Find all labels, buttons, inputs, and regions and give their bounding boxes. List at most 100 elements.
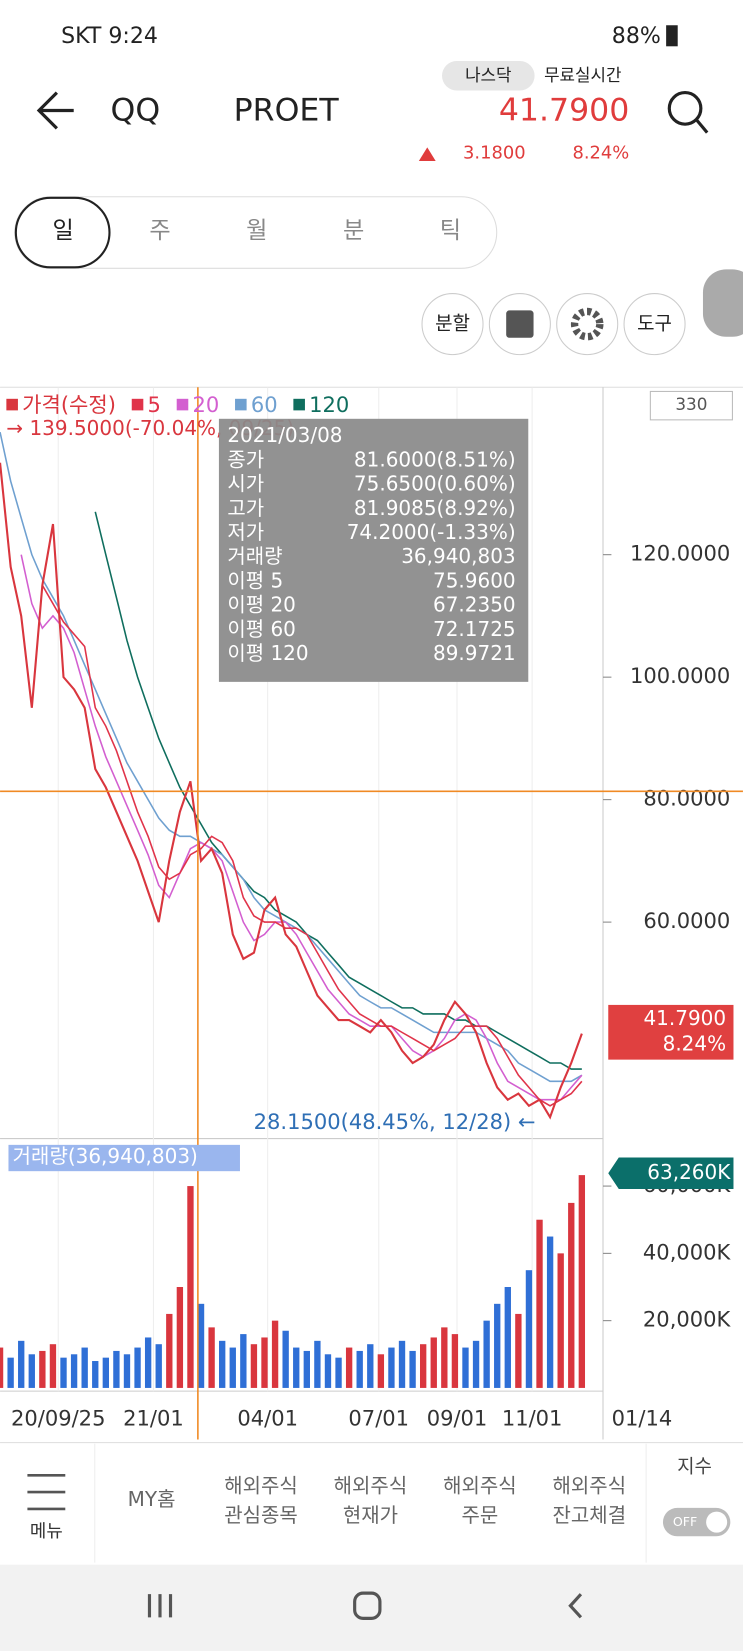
- price-tag: [608, 1004, 734, 1060]
- tab-selected[interactable]: [14, 196, 111, 269]
- ma-line: [94, 511, 582, 1070]
- back-button[interactable]: [36, 91, 74, 130]
- volume-bar: [155, 1344, 162, 1388]
- settings-icon: [570, 307, 604, 341]
- legend-swatch: [131, 398, 144, 411]
- volume-bar: [39, 1350, 46, 1388]
- volume-bar: [409, 1350, 416, 1388]
- volume-bar: [462, 1347, 469, 1388]
- up-triangle: [418, 147, 436, 161]
- nav-item[interactable]: MY홈: [128, 1487, 176, 1511]
- nav-item[interactable]: 해외주식: [553, 1473, 627, 1497]
- nav-item[interactable]: 잔고체결: [553, 1503, 627, 1527]
- nav-item[interactable]: 현재가: [343, 1503, 398, 1527]
- tooltip-key: 이평 20: [227, 593, 296, 617]
- nav-item[interactable]: 해외주식: [443, 1473, 517, 1497]
- volume-bar: [282, 1330, 289, 1388]
- tool-button[interactable]: [623, 293, 686, 356]
- volume-tag: [608, 1157, 734, 1190]
- market-pill: [442, 61, 535, 91]
- tooltip-key: 저가: [227, 520, 264, 544]
- volume-bar: [123, 1354, 131, 1388]
- recent-button[interactable]: [147, 1594, 173, 1618]
- x-tick-label: 11/01: [502, 1406, 563, 1431]
- price: 41.7900: [499, 93, 629, 129]
- volume-bar: [166, 1313, 173, 1388]
- volume-bar: [314, 1340, 321, 1388]
- split-button[interactable]: [421, 293, 484, 356]
- period-tab[interactable]: 주: [149, 218, 170, 244]
- search-button[interactable]: [667, 91, 709, 134]
- volume-bar: [367, 1344, 374, 1388]
- volume-bar: [250, 1344, 258, 1388]
- tooltip-key: 이평 120: [227, 641, 308, 665]
- tooltip-key: 시가: [227, 472, 264, 496]
- x-tick-label: 21/01: [123, 1406, 184, 1431]
- period-tab[interactable]: 월: [246, 218, 267, 244]
- volume-tick-label: 40,000K: [643, 1239, 732, 1264]
- tooltip-key: 이평 5: [227, 568, 283, 592]
- legend-label: 120: [309, 392, 349, 417]
- volume-bar: [102, 1357, 110, 1388]
- settings-button[interactable]: [556, 293, 619, 356]
- last-date: 01/14: [612, 1406, 673, 1431]
- ma-line: [41, 584, 583, 1107]
- price-tag-price: 41.7900: [643, 1006, 726, 1030]
- volume-bar: [134, 1347, 141, 1388]
- stock-code: QQ: [111, 93, 161, 129]
- volume-bar: [515, 1313, 522, 1388]
- y-tick-label: 80.0000: [643, 786, 730, 811]
- realtime: 무료실시간: [544, 65, 621, 85]
- volume-bar: [451, 1334, 459, 1388]
- x-tick-label: 04/01: [237, 1406, 298, 1431]
- home-button[interactable]: [353, 1591, 382, 1620]
- save-icon: [506, 310, 534, 338]
- count-label: 330: [675, 394, 707, 414]
- volume-tick-label: 20,000K: [643, 1307, 732, 1332]
- volume-bar: [271, 1320, 279, 1388]
- volume-bar: [70, 1354, 78, 1388]
- nav-item[interactable]: 관심종목: [224, 1503, 298, 1527]
- volume-bar: [377, 1354, 385, 1388]
- volume-bar: [345, 1347, 353, 1388]
- tooltip-value: 89.9721: [433, 641, 516, 665]
- count-box[interactable]: [649, 390, 733, 421]
- volume-bar: [568, 1202, 575, 1388]
- y-tick-label: 120.0000: [630, 541, 730, 566]
- volume-bar: [356, 1350, 363, 1388]
- price-tag-pct: 8.24%: [663, 1031, 727, 1055]
- change-pct: 8.24%: [573, 143, 630, 164]
- tool-label: 도구: [637, 313, 672, 335]
- legend-label: 가격(수정): [22, 392, 116, 417]
- nav-item[interactable]: 주문: [461, 1503, 498, 1527]
- volume-bar: [208, 1327, 215, 1388]
- legend-swatch: [176, 398, 189, 411]
- volume-label: 거래량(36,940,803): [13, 1144, 198, 1168]
- back-nav-button[interactable]: [568, 1593, 583, 1619]
- tooltip-value: 75.9600: [433, 568, 516, 592]
- volume-bar: [144, 1337, 152, 1388]
- volume-bar: [293, 1347, 300, 1388]
- ma-line: [0, 431, 583, 1083]
- tooltip-value: 74.2000(-1.33%): [347, 520, 516, 544]
- volume-bar: [303, 1350, 310, 1388]
- menu-icon[interactable]: [27, 1473, 66, 1511]
- side-handle[interactable]: [702, 269, 743, 337]
- tooltip-value: 67.2350: [433, 593, 516, 617]
- volume-bar: [18, 1340, 25, 1388]
- volume-bar: [92, 1361, 99, 1388]
- volume-label-box: [8, 1144, 240, 1172]
- nav-item[interactable]: 해외주식: [224, 1473, 298, 1497]
- volume-bar: [187, 1186, 194, 1388]
- period-tab[interactable]: 일: [53, 218, 74, 244]
- status-carrier: SKT 9:24: [61, 23, 158, 49]
- period-tab[interactable]: 틱: [440, 218, 461, 244]
- volume-bar: [0, 1347, 4, 1388]
- period-tab[interactable]: 분: [343, 218, 364, 244]
- split-label: 분할: [435, 313, 470, 335]
- volume-bar: [49, 1344, 57, 1388]
- menu-label: 메뉴: [30, 1521, 63, 1542]
- nav-item[interactable]: 해외주식: [334, 1473, 408, 1497]
- system-nav: [0, 1564, 743, 1651]
